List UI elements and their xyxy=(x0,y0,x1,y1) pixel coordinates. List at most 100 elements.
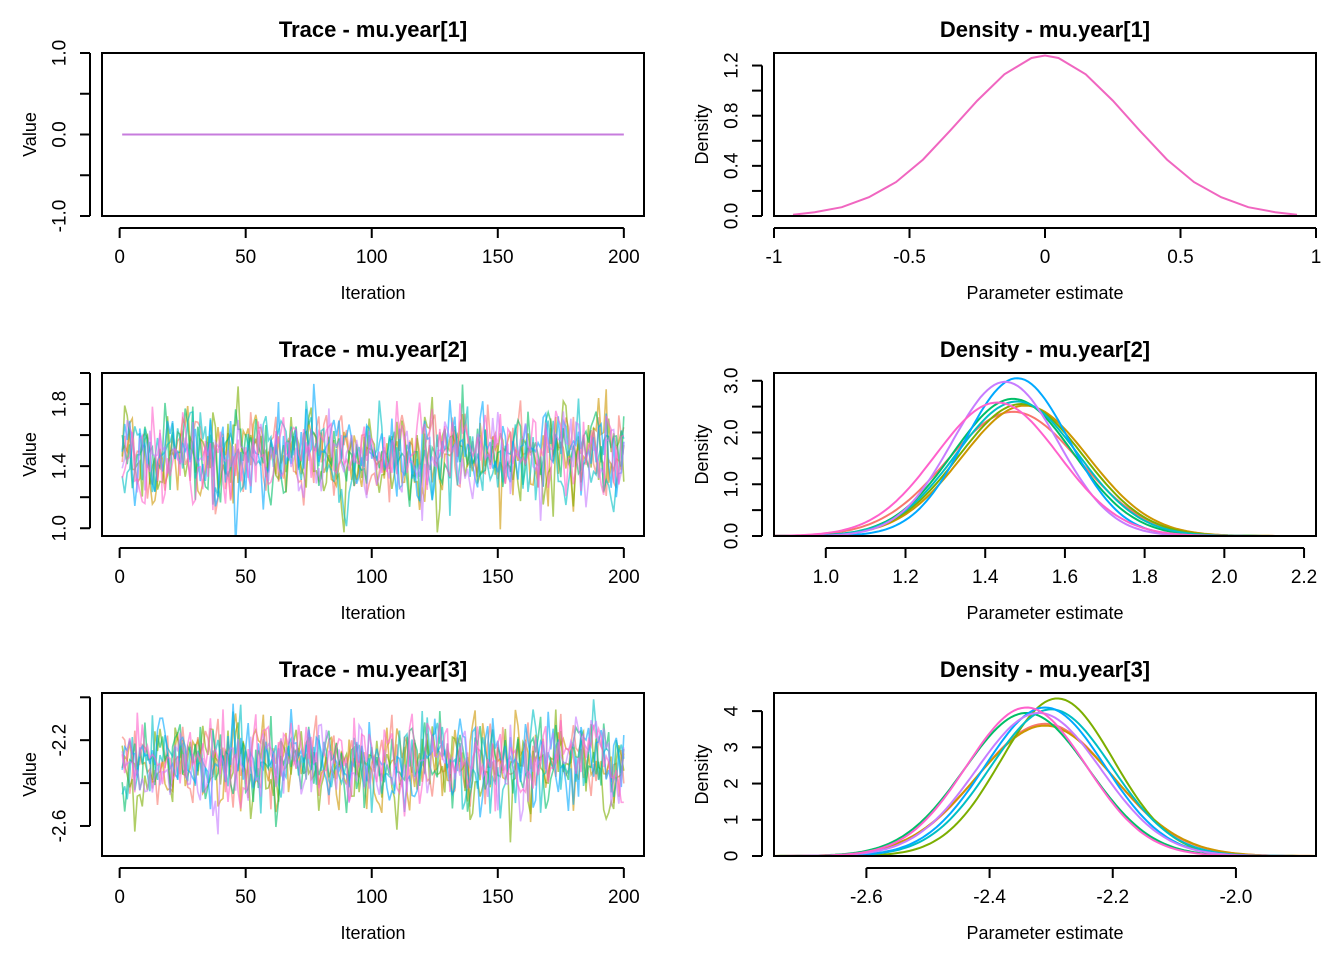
chart-title: Density - mu.year[1] xyxy=(940,17,1150,42)
x-tick-label: 2.0 xyxy=(1211,567,1237,588)
x-tick-label: 1.2 xyxy=(892,567,918,588)
x-tick-label: -2.2 xyxy=(1096,887,1129,908)
x-tick-label: 0 xyxy=(1040,247,1051,268)
plot-area xyxy=(121,383,625,536)
x-tick-label: 2.2 xyxy=(1291,567,1317,588)
x-tick-label: 200 xyxy=(608,887,640,908)
y-tick-label: 1.0 xyxy=(50,40,71,66)
x-tick-label: 50 xyxy=(235,567,256,588)
x-tick-label: -1 xyxy=(766,247,783,268)
x-axis-label: Iteration xyxy=(340,603,405,623)
density-curve-chain8 xyxy=(774,706,1316,856)
density-curve-chain3 xyxy=(774,402,1316,536)
x-tick-label: 200 xyxy=(608,567,640,588)
density-3-panel: Density - mu.year[3] -2.6 -2.4 -2.2 -2.0 Para… xyxy=(692,657,1317,943)
y-tick-label: 1.0 xyxy=(50,515,71,541)
x-tick-label: 1.4 xyxy=(972,567,999,588)
x-tick-label: -2.4 xyxy=(973,887,1006,908)
y-axis-label: Density xyxy=(692,104,712,164)
x-tick-label: 1.6 xyxy=(1052,567,1078,588)
x-tick-label: 100 xyxy=(356,887,388,908)
plot-area xyxy=(121,699,625,843)
density-curve-chain4 xyxy=(774,712,1316,856)
trace-line-chain6 xyxy=(121,383,625,536)
density-curve-chain3 xyxy=(774,697,1316,856)
plot-frame xyxy=(773,692,1317,857)
y-axis-label: Value xyxy=(20,752,40,797)
y-tick-label: 1.0 xyxy=(722,471,743,497)
chart-title: Density - mu.year[3] xyxy=(940,657,1150,682)
density-curve-chain5 xyxy=(774,708,1316,856)
chart-title: Trace - mu.year[1] xyxy=(279,17,467,42)
plot-frame xyxy=(773,372,1317,537)
x-tick-label: -2.6 xyxy=(850,887,883,908)
density-curve-chain5 xyxy=(774,400,1316,536)
y-tick-label: 0.8 xyxy=(722,102,743,128)
y-tick-label: 0 xyxy=(722,851,743,862)
y-tick-label: 0.0 xyxy=(722,523,743,549)
plot-area xyxy=(774,377,1316,536)
x-tick-label: 150 xyxy=(482,567,514,588)
x-tick-label: 1.0 xyxy=(813,567,839,588)
y-tick-label: 1.8 xyxy=(50,391,71,417)
chart-title: Trace - mu.year[3] xyxy=(279,657,467,682)
x-axis-label: Iteration xyxy=(340,923,405,943)
y-tick-label: 3 xyxy=(722,742,743,753)
density-curve-chain6 xyxy=(774,377,1316,536)
trace-3-panel: Trace - mu.year[3] 0 50 100 150 200 Iteration -… xyxy=(20,657,645,943)
x-tick-label: 150 xyxy=(482,247,514,268)
x-tick-label: 150 xyxy=(482,887,514,908)
density-curve-chain2 xyxy=(774,724,1316,856)
y-tick-label: 1.4 xyxy=(50,453,71,480)
y-tick-label: 2.0 xyxy=(722,419,743,445)
x-axis-label: Iteration xyxy=(340,283,405,303)
x-axis-label: Parameter estimate xyxy=(966,603,1123,623)
y-axis-label: Value xyxy=(20,112,40,157)
plot-frame xyxy=(101,372,645,537)
y-axis-label: Value xyxy=(20,432,40,477)
y-tick-label: -2.6 xyxy=(50,810,71,843)
x-tick-label: 1 xyxy=(1311,247,1322,268)
x-tick-label: 100 xyxy=(356,247,388,268)
density-curve-chain6 xyxy=(774,706,1316,856)
trace-1-panel: Trace - mu.year[1] 0 50 100 150 200 Iteration -… xyxy=(20,17,645,303)
y-tick-label: 1 xyxy=(722,814,743,825)
density-curve-chain1 xyxy=(774,722,1316,856)
x-axis-label: Parameter estimate xyxy=(966,283,1123,303)
x-axis-label: Parameter estimate xyxy=(966,923,1123,943)
density-2-panel: Density - mu.year[2] 1.0 1.2 1.4 1.6 1.8 2.0 2.… xyxy=(692,337,1317,623)
y-tick-label: -1.0 xyxy=(50,200,71,233)
x-tick-label: 50 xyxy=(235,247,256,268)
x-tick-label: 200 xyxy=(608,247,640,268)
x-tick-label: 0 xyxy=(114,887,125,908)
y-tick-label: -2.2 xyxy=(50,724,71,757)
x-tick-label: 100 xyxy=(356,567,388,588)
chart-title: Density - mu.year[2] xyxy=(940,337,1150,362)
y-axis-label: Density xyxy=(692,424,712,484)
y-tick-label: 4 xyxy=(722,705,743,716)
x-tick-label: -2.0 xyxy=(1220,887,1253,908)
x-tick-label: -0.5 xyxy=(893,247,926,268)
density-curve-chain7 xyxy=(774,711,1316,856)
chart-title: Trace - mu.year[2] xyxy=(279,337,467,362)
y-axis-label: Density xyxy=(692,744,712,804)
trace-2-panel: Trace - mu.year[2] 0 50 100 150 200 Iteration 1… xyxy=(20,337,645,623)
y-tick-label: 0.4 xyxy=(722,152,743,179)
plot-frame xyxy=(101,692,645,857)
density-curve-chain7 xyxy=(774,380,1316,536)
plot-frame xyxy=(101,52,645,217)
trace-line-chain8 xyxy=(121,401,625,511)
x-tick-label: 50 xyxy=(235,887,256,908)
plot-area xyxy=(774,697,1316,856)
x-tick-label: 0 xyxy=(114,567,125,588)
x-tick-label: 0.5 xyxy=(1167,247,1193,268)
density-curve-prior xyxy=(792,54,1298,216)
y-tick-label: 2 xyxy=(722,778,743,789)
y-tick-label: 0.0 xyxy=(50,121,71,147)
y-tick-label: 1.2 xyxy=(722,52,743,78)
plot-frame xyxy=(773,52,1317,217)
x-tick-label: 1.8 xyxy=(1131,567,1157,588)
plot-area xyxy=(774,54,1316,216)
density-curve-chain8 xyxy=(774,401,1316,536)
